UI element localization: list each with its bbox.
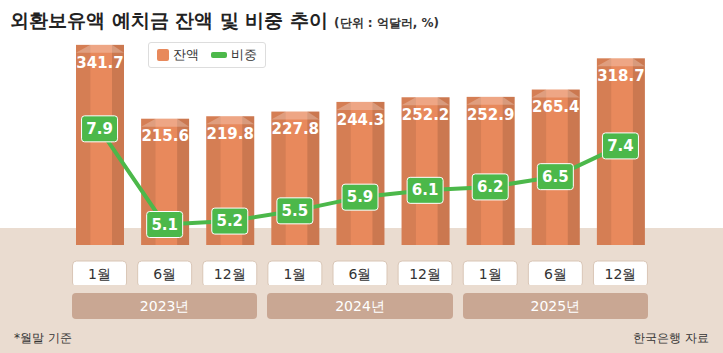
svg-text:7.9: 7.9 (86, 120, 113, 138)
svg-text:1월: 1월 (88, 266, 111, 282)
svg-text:252.2: 252.2 (402, 106, 449, 124)
svg-text:5.2: 5.2 (216, 212, 243, 230)
html-text:2023년: 2023년 (139, 298, 190, 314)
html-text:외환보유액 예치금 잔액 및 비중 추이 (단위 : 억달러: 외환보유액 예치금 잔액 및 비중 추이 (단위 : 억달러, %) (10, 9, 439, 31)
svg-text:7.4: 7.4 (607, 137, 634, 155)
svg-text:252.9: 252.9 (467, 106, 514, 124)
svg-text:215.6: 215.6 (141, 127, 188, 145)
svg-text:6월: 6월 (349, 266, 372, 282)
svg-text:1월: 1월 (283, 266, 306, 282)
svg-text:5.9: 5.9 (347, 188, 374, 206)
html-text:2025년: 2025년 (530, 298, 581, 314)
svg-text:5.1: 5.1 (151, 216, 178, 234)
html-text:잔액: 잔액 (173, 47, 199, 62)
svg-text:12월: 12월 (214, 266, 246, 282)
svg-text:219.8: 219.8 (206, 125, 253, 143)
svg-text:244.3: 244.3 (337, 111, 384, 129)
html-text:*월말 기준: *월말 기준 (14, 331, 72, 345)
svg-text:341.7: 341.7 (76, 54, 123, 72)
svg-text:6월: 6월 (153, 266, 176, 282)
svg-text:265.4: 265.4 (532, 98, 579, 116)
svg-text:5.5: 5.5 (282, 202, 309, 220)
svg-text:12월: 12월 (605, 266, 637, 282)
svg-text:6.2: 6.2 (477, 178, 504, 196)
svg-text:12월: 12월 (409, 266, 441, 282)
svg-text:6.5: 6.5 (542, 168, 569, 186)
html-text:2024년: 2024년 (335, 298, 385, 314)
svg-text:6월: 6월 (544, 266, 567, 282)
svg-text:318.7: 318.7 (597, 67, 644, 85)
svg-text:6.1: 6.1 (412, 181, 439, 199)
svg-text:227.8: 227.8 (272, 120, 319, 138)
html-text:한국은행 자료: 한국은행 자료 (633, 331, 709, 345)
svg-text:1월: 1월 (479, 266, 502, 282)
html-text:비중: 비중 (231, 47, 257, 62)
